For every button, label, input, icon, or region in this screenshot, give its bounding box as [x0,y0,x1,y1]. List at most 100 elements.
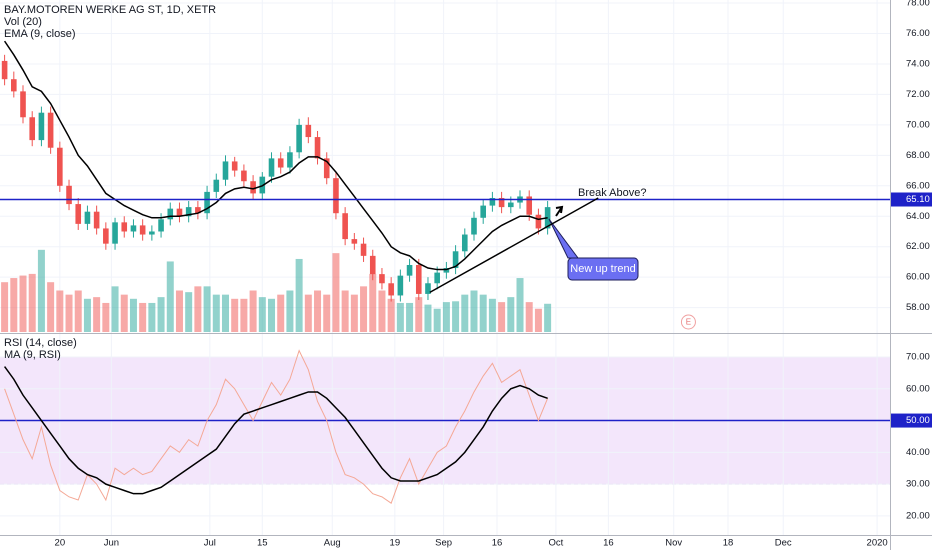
candle-body [379,274,385,284]
volume-bar [74,290,82,332]
candle-body [342,213,348,240]
volume-bar [286,290,294,332]
candle-body [443,268,450,273]
candle-body [112,222,118,244]
volume-bar [185,292,193,332]
candle-body [185,207,192,217]
volume-bar [231,298,239,332]
candle-body [121,222,128,232]
volume-bar [203,286,211,332]
x-tick-label: Aug [324,538,341,549]
volume-bar [369,273,377,332]
rsi-label: 50.00 [906,415,930,426]
series-line [4,349,549,504]
volume-bar [470,290,478,332]
candle-body [388,283,394,296]
candle-body [176,208,183,217]
candle-body [66,185,72,205]
volume-bar [10,278,18,332]
candle-body [84,211,91,224]
volume-bar [332,253,340,332]
candle-body [268,158,275,177]
volume-bar [65,294,73,332]
volume-bar [111,286,119,332]
candle-body [425,283,431,294]
volume-bar [360,286,368,332]
y-tick-label: 72.00 [906,89,930,100]
candle-body [415,264,422,294]
x-tick-label: Oct [549,538,564,549]
volume-bar [47,282,55,332]
x-tick-label: 15 [257,538,268,549]
volume-bar [415,297,423,332]
event-label: E [686,318,691,327]
candle-body [526,196,533,215]
candle-body [369,255,376,275]
candle-body [158,219,164,232]
candle-body [241,170,247,182]
volume-bar [19,275,27,332]
ema-legend: EMA (9, close) [4,28,76,40]
marks [0,40,890,504]
volume-bar [157,297,165,332]
y-tick-label: 20.00 [906,510,930,521]
volume-bar [129,298,137,332]
volume-bar [534,308,542,332]
candle-body [222,161,229,180]
volume-bar [350,294,358,332]
volume-bar [452,301,460,332]
x-tick-label: Jul [204,538,216,549]
x-tick-label: Dec [775,538,792,549]
x-tick-label: 16 [492,538,503,549]
volume-bar [424,304,432,332]
candle-body [351,239,358,244]
y-tick-label: 68.00 [906,150,930,161]
volume-bar [378,290,386,332]
ema-line [3,40,548,271]
candle-body [75,204,82,224]
y-tick-label: 58.00 [906,302,930,313]
y-tick-label: 74.00 [906,58,930,69]
candle-body [305,124,312,138]
y-tick-label: 30.00 [906,479,930,490]
volume-bar [323,294,331,332]
volume-bar [28,273,36,332]
candle-body [489,197,496,206]
volume-bar [120,294,128,332]
trend-line [429,197,599,294]
arrow [555,205,564,217]
candle-body [250,181,256,194]
volume-bar [83,298,91,332]
volume-bar [240,298,248,332]
y-tick-label: 66.00 [906,180,930,191]
chart-title: BAY.MOTOREN WERKE AG ST, 1D, XETR [4,4,216,16]
candle-body [296,124,302,153]
candle-body [47,112,54,148]
candle-body [535,214,542,229]
candle-body [434,272,440,284]
volume-bar [387,298,395,332]
volume-bar [277,294,285,332]
x-tick-label: 18 [723,538,734,549]
candle-body [149,231,155,235]
volume-bar [93,297,101,332]
candle-body [360,243,367,256]
volume-bar [212,294,220,332]
candle-body [406,264,413,276]
volume-bar [56,290,64,332]
volume-bar [258,297,266,332]
series-line [3,366,548,495]
x-tick-label: Jun [104,538,119,549]
volume-bar [194,286,202,332]
volume-bar [479,294,487,332]
x-tick-label: 19 [390,538,401,549]
callout-text: New up trend [570,263,635,275]
rsi-ma-legend: MA (9, RSI) [4,349,61,361]
candle-body [29,117,36,141]
candle-body [38,112,45,141]
rsi-legend: RSI (14, close) [4,337,77,349]
volume-bar [488,298,496,332]
candle-body [1,60,8,80]
volume-legend: Vol (20) [4,16,42,28]
